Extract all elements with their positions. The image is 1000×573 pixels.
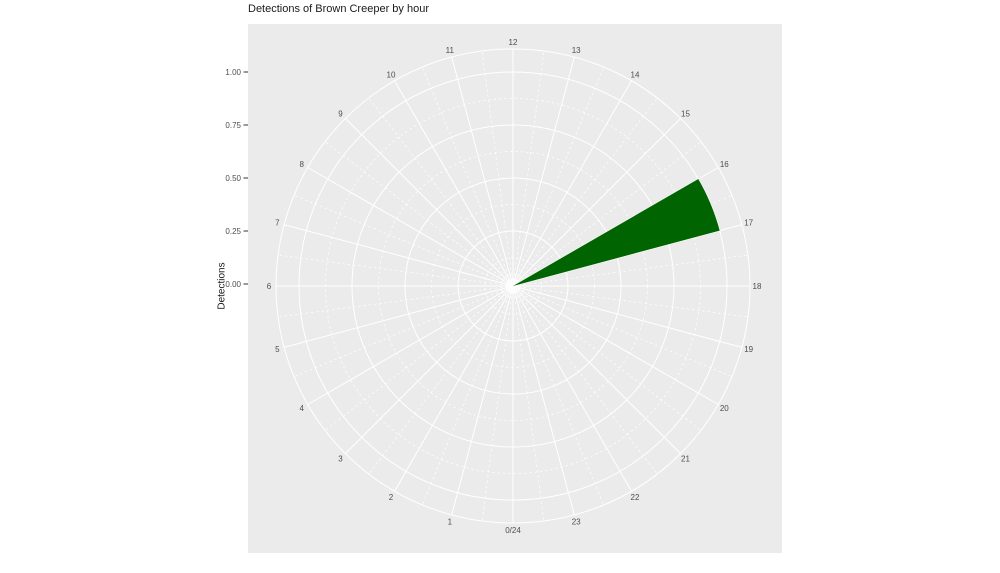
chart-title: Detections of Brown Creeper by hour	[248, 3, 429, 15]
grid-spoke-major	[512, 285, 575, 516]
grid-spoke-major	[512, 285, 743, 348]
grid-spoke-major	[283, 224, 514, 287]
hour-label: 7	[275, 219, 280, 228]
hour-label: 13	[572, 46, 581, 55]
grid-spoke-major	[512, 285, 681, 454]
hour-label: 3	[338, 454, 343, 463]
grid-spoke-minor	[324, 285, 514, 431]
hour-label: 1	[448, 518, 453, 527]
hour-label: 4	[299, 404, 304, 413]
hour-label: 16	[720, 160, 729, 169]
hour-label: 15	[681, 109, 690, 118]
y-tick-label: 0.50	[225, 174, 241, 183]
grid-spoke-minor	[277, 285, 514, 318]
grid-spoke-minor	[512, 285, 658, 475]
grid-spoke-minor	[512, 285, 702, 431]
grid-spoke-major	[512, 285, 719, 405]
grid-spoke-minor	[421, 285, 514, 506]
grid-spoke-major	[394, 285, 514, 492]
grid-spoke-major	[512, 224, 743, 287]
y-tick-label: 0.75	[225, 121, 241, 130]
hour-label: 9	[338, 109, 343, 118]
hour-label: 18	[753, 282, 762, 291]
y-tick-label: 0.00	[225, 280, 241, 289]
grid-spoke-major	[307, 285, 514, 405]
grid-spoke-major	[512, 56, 575, 287]
hour-label: 11	[446, 46, 455, 55]
grid-spoke-minor	[512, 141, 702, 287]
hour-label: 19	[744, 345, 753, 354]
grid-spoke-minor	[293, 194, 514, 287]
hour-label: 21	[681, 454, 690, 463]
grid-spoke-minor	[324, 141, 514, 287]
grid-spoke-major	[307, 167, 514, 287]
grid-spoke-minor	[293, 285, 514, 378]
grid-spoke-major	[451, 56, 514, 287]
hour-label: 14	[631, 71, 640, 80]
grid-spoke-minor	[421, 66, 514, 287]
grid-spoke-major	[512, 285, 632, 492]
hour-label: 5	[275, 345, 280, 354]
grid-spoke-major	[512, 118, 681, 287]
grid-spoke-minor	[512, 285, 605, 506]
grid-spoke-minor	[512, 285, 545, 522]
grid-spoke-major	[394, 80, 514, 287]
grid-spoke-minor	[512, 285, 733, 378]
grid-spoke-minor	[512, 285, 749, 318]
hour-label: 6	[267, 282, 272, 291]
hour-label: 22	[631, 493, 640, 502]
grid-spoke-major	[345, 118, 514, 287]
grid-spoke-minor	[481, 50, 514, 287]
bar-wedge-hour-16	[513, 179, 720, 286]
y-tick-label: 1.00	[225, 68, 241, 77]
hour-label: 20	[720, 404, 729, 413]
grid-spoke-minor	[512, 254, 749, 287]
hour-label: 10	[387, 71, 396, 80]
grid-spoke-minor	[481, 285, 514, 522]
grid-spoke-minor	[512, 50, 545, 287]
hour-label: 12	[509, 38, 518, 47]
grid-spoke-major	[283, 285, 514, 348]
grid-spoke-minor	[277, 254, 514, 287]
grid-spoke-minor	[368, 285, 514, 475]
grid-spoke-minor	[512, 66, 605, 287]
grid-spoke-major	[451, 285, 514, 516]
hour-label: 2	[389, 493, 394, 502]
grid-spoke-major	[512, 80, 632, 287]
hour-label: 23	[572, 518, 581, 527]
grid-spoke-minor	[512, 97, 658, 287]
hour-label: 17	[744, 219, 753, 228]
grid-spoke-major	[345, 285, 514, 454]
hour-label: 8	[299, 160, 304, 169]
y-tick-label: 0.25	[225, 227, 241, 236]
grid-spoke-minor	[368, 97, 514, 287]
hour-label: 0/24	[505, 526, 521, 535]
